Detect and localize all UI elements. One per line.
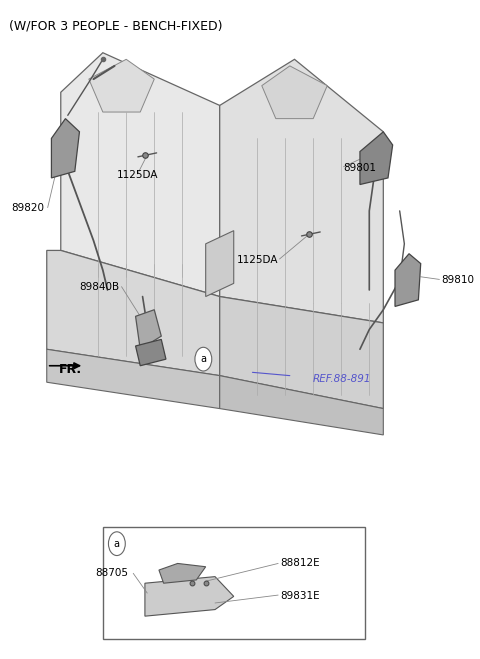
Text: (W/FOR 3 PEOPLE - BENCH-FIXED): (W/FOR 3 PEOPLE - BENCH-FIXED) [9, 20, 223, 33]
Polygon shape [89, 59, 154, 112]
Text: 89810: 89810 [442, 275, 475, 285]
Circle shape [195, 347, 212, 371]
Polygon shape [159, 563, 206, 583]
Polygon shape [47, 349, 220, 409]
Text: 1125DA: 1125DA [117, 169, 159, 180]
Polygon shape [220, 297, 384, 409]
Text: a: a [114, 538, 120, 549]
Polygon shape [135, 339, 166, 366]
Circle shape [108, 532, 125, 556]
Text: 89840B: 89840B [79, 281, 119, 292]
FancyBboxPatch shape [103, 527, 365, 639]
Polygon shape [47, 250, 220, 376]
Polygon shape [395, 254, 420, 306]
Polygon shape [51, 119, 80, 178]
Polygon shape [220, 59, 384, 323]
Polygon shape [145, 577, 234, 616]
Text: 88812E: 88812E [280, 558, 320, 569]
Text: 89801: 89801 [344, 163, 377, 173]
Text: 1125DA: 1125DA [237, 255, 278, 266]
Polygon shape [206, 231, 234, 297]
Text: 89820: 89820 [12, 202, 45, 213]
Polygon shape [61, 53, 220, 297]
Polygon shape [220, 376, 384, 435]
Polygon shape [262, 66, 327, 119]
Text: FR.: FR. [59, 362, 82, 376]
Text: a: a [200, 354, 206, 364]
Polygon shape [135, 310, 161, 349]
Text: REF.88-891: REF.88-891 [313, 374, 372, 384]
Text: 88705: 88705 [96, 568, 129, 579]
Text: 89831E: 89831E [280, 591, 320, 602]
Polygon shape [360, 132, 393, 185]
